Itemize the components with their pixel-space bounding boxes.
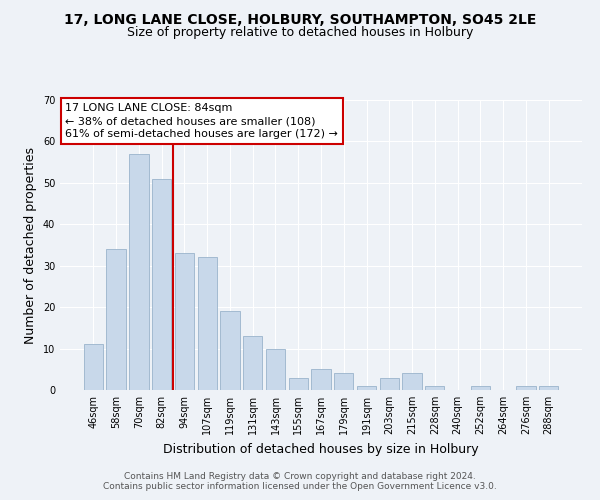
X-axis label: Distribution of detached houses by size in Holbury: Distribution of detached houses by size … [163,442,479,456]
Bar [334,374,353,390]
Bar [311,370,331,390]
Text: Size of property relative to detached houses in Holbury: Size of property relative to detached ho… [127,26,473,39]
Bar [175,254,194,390]
Text: Contains public sector information licensed under the Open Government Licence v3: Contains public sector information licen… [103,482,497,491]
Bar [516,386,536,390]
Bar [357,386,376,390]
Bar [289,378,308,390]
Bar [539,386,558,390]
Bar [425,386,445,390]
Bar [129,154,149,390]
Y-axis label: Number of detached properties: Number of detached properties [24,146,37,344]
Bar [220,312,239,390]
Text: Contains HM Land Registry data © Crown copyright and database right 2024.: Contains HM Land Registry data © Crown c… [124,472,476,481]
Bar [197,258,217,390]
Bar [84,344,103,390]
Bar [152,178,172,390]
Text: 17, LONG LANE CLOSE, HOLBURY, SOUTHAMPTON, SO45 2LE: 17, LONG LANE CLOSE, HOLBURY, SOUTHAMPTO… [64,12,536,26]
Text: 17 LONG LANE CLOSE: 84sqm
← 38% of detached houses are smaller (108)
61% of semi: 17 LONG LANE CLOSE: 84sqm ← 38% of detac… [65,103,338,140]
Bar [380,378,399,390]
Bar [403,374,422,390]
Bar [470,386,490,390]
Bar [106,249,126,390]
Bar [266,348,285,390]
Bar [243,336,262,390]
